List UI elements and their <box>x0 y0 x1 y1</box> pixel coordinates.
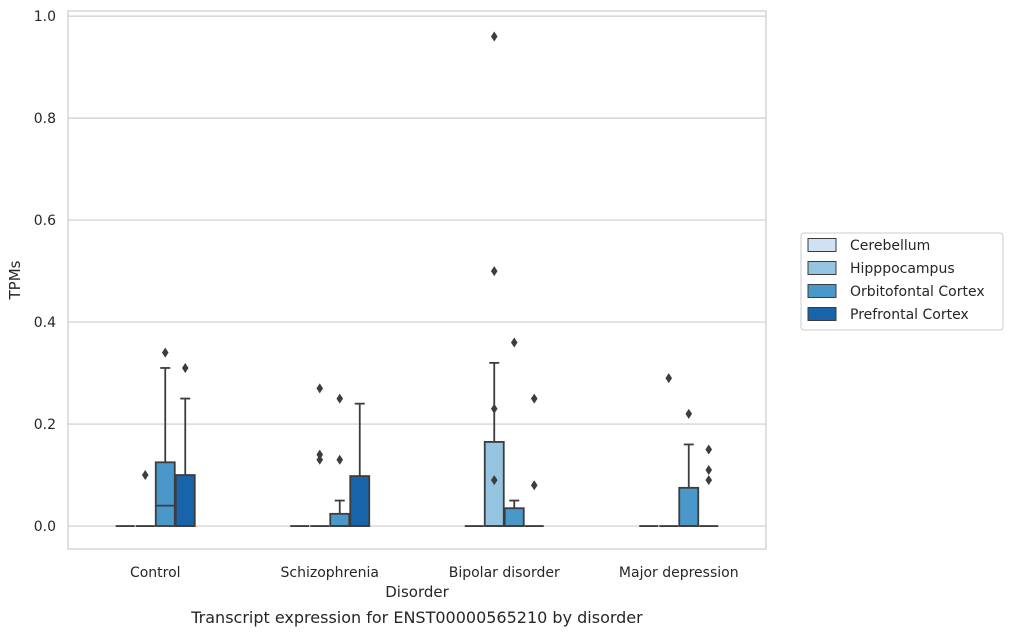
y-tick-label: 0.8 <box>34 111 56 127</box>
y-tick-label: 0.4 <box>34 315 56 331</box>
outlier-point <box>336 454 344 465</box>
outlier-point <box>490 475 498 486</box>
legend-swatch <box>807 261 837 275</box>
box-group <box>310 383 330 527</box>
outlier-point <box>705 475 713 486</box>
legend-label: Orbitofontal Cortex <box>850 284 985 300</box>
x-tick-label: Major depression <box>619 565 739 581</box>
legend-swatch <box>807 307 837 321</box>
legend-label: Cerebellum <box>850 238 930 254</box>
outlier-point <box>316 454 324 465</box>
outlier-point <box>705 444 713 455</box>
y-tick-label: 0.6 <box>34 213 56 229</box>
grid-lines <box>68 15 766 527</box>
chart-caption: Transcript expression for ENST0000056521… <box>190 608 643 627</box>
outlier-point <box>685 408 693 419</box>
outlier-point <box>490 403 498 414</box>
box-group <box>483 31 505 527</box>
box-group <box>349 402 371 527</box>
outlier-point <box>141 470 149 481</box>
legend-frame <box>800 232 1004 331</box>
x-tick-label: Bipolar disorder <box>449 565 560 581</box>
legend: Cerebellum Hipppocampus Orbitofontal Corte… <box>800 232 1004 331</box>
box-body <box>678 486 700 527</box>
box-group <box>135 470 155 527</box>
box-group <box>329 393 351 527</box>
box-body <box>503 507 525 527</box>
legend-swatch <box>807 238 837 252</box>
box-group <box>174 362 196 527</box>
outlier-point <box>316 383 324 394</box>
box-series <box>115 31 719 527</box>
box-group <box>659 373 679 527</box>
outlier-point <box>490 31 498 42</box>
outlier-point <box>161 347 169 358</box>
y-axis-ticks: 0.0 0.2 0.4 0.6 0.8 1.0 <box>34 9 56 535</box>
y-tick-label: 0.2 <box>34 417 56 433</box>
y-tick-label: 0.0 <box>34 519 56 535</box>
outlier-point <box>510 337 518 348</box>
x-tick-label: Schizophrenia <box>281 565 379 581</box>
legend-items: Cerebellum Hipppocampus Orbitofontal Corte… <box>807 238 985 323</box>
legend-label: Prefrontal Cortex <box>850 307 969 323</box>
x-axis-label: Disorder <box>385 583 449 601</box>
outlier-point <box>705 464 713 475</box>
x-tick-label: Control <box>130 565 181 581</box>
outlier-point <box>316 449 324 460</box>
box-body <box>329 512 351 527</box>
box-group <box>154 347 176 527</box>
outlier-point <box>181 362 189 373</box>
y-axis-label: TPMs <box>6 260 24 300</box>
legend-swatch <box>807 284 837 298</box>
box-group <box>678 408 700 527</box>
outlier-point <box>530 480 538 491</box>
outlier-point <box>490 266 498 277</box>
box-body <box>154 461 176 527</box>
outlier-point <box>336 393 344 404</box>
box-group <box>699 444 719 527</box>
box-group <box>524 393 544 527</box>
x-axis-ticks: Control Schizophrenia Bipolar disorder Majo… <box>130 565 739 581</box>
plot-area-frame <box>67 10 767 550</box>
legend-label: Hipppocampus <box>850 261 955 277</box>
outlier-point <box>665 373 673 384</box>
y-tick-label: 1.0 <box>34 9 56 25</box>
box-body <box>349 475 371 527</box>
box-group <box>503 337 525 527</box>
box-body <box>174 474 196 527</box>
outlier-point <box>530 393 538 404</box>
